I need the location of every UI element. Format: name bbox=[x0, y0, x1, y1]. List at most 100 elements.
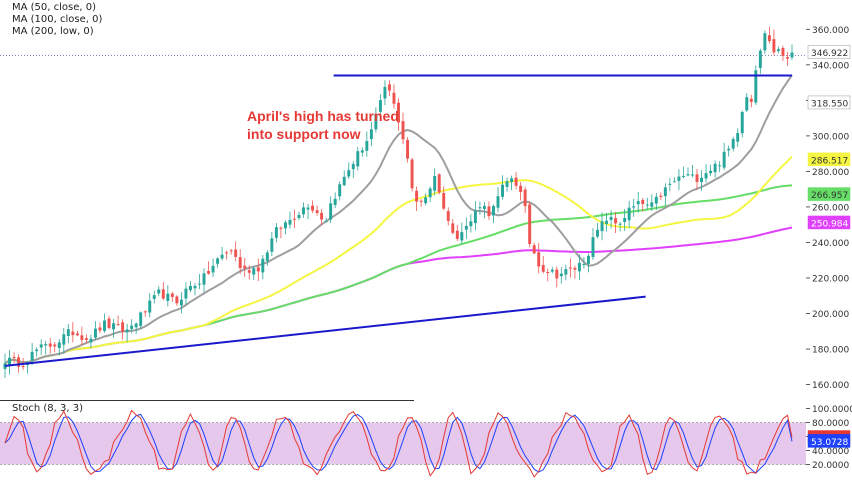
candle-body bbox=[229, 250, 233, 252]
candle-body bbox=[338, 184, 342, 197]
candle-body bbox=[700, 177, 704, 183]
candle-body bbox=[668, 183, 672, 185]
candle-body bbox=[247, 270, 251, 273]
y-tick-label: 220.000 bbox=[812, 274, 849, 284]
price-labels: 346.922318.550286.517266.957250.98458.63… bbox=[807, 45, 851, 448]
stoch-label: Stoch (8, 3, 3) bbox=[12, 403, 84, 414]
candle-body bbox=[3, 363, 7, 369]
candle-body bbox=[279, 227, 283, 229]
candle-body bbox=[406, 140, 410, 159]
candle-body bbox=[333, 198, 337, 205]
candle-body bbox=[116, 324, 120, 326]
candle-body bbox=[234, 249, 238, 257]
candle-body bbox=[722, 151, 726, 168]
y-tick-label: 300.000 bbox=[812, 132, 849, 142]
candle-body bbox=[347, 170, 351, 177]
candle-body bbox=[451, 223, 455, 233]
candle-body bbox=[546, 272, 550, 274]
candle-body bbox=[387, 84, 391, 91]
candle-body bbox=[80, 335, 84, 340]
candle-body bbox=[501, 184, 504, 197]
stoch-tick-label: 40.0000 bbox=[812, 447, 849, 457]
candle-body bbox=[482, 205, 486, 210]
candle-body bbox=[736, 133, 740, 142]
candle-body bbox=[763, 33, 767, 51]
candle-body bbox=[170, 293, 174, 297]
candle-body bbox=[320, 212, 324, 220]
candle-body bbox=[211, 265, 215, 273]
candle-body bbox=[261, 258, 265, 273]
stoch-value-label: 53.0728 bbox=[811, 438, 848, 448]
price-label-bg bbox=[807, 45, 851, 59]
ma100-label: MA (100, close, 0) bbox=[12, 14, 103, 25]
candle-body bbox=[143, 311, 147, 313]
candle-body bbox=[632, 206, 636, 208]
candle-body bbox=[8, 357, 11, 366]
candle-body bbox=[550, 269, 554, 272]
candle-body bbox=[618, 223, 622, 225]
candle-body bbox=[392, 92, 396, 104]
candle-body bbox=[288, 219, 292, 225]
candle-body bbox=[297, 214, 301, 219]
price-label-bg bbox=[807, 187, 851, 201]
candle-body bbox=[256, 267, 260, 272]
candle-body bbox=[198, 283, 201, 285]
candle-body bbox=[745, 97, 749, 111]
candle-body bbox=[365, 141, 369, 151]
candle-body bbox=[433, 175, 437, 191]
candle-body bbox=[184, 288, 188, 299]
candle-body bbox=[555, 269, 559, 279]
candle-body bbox=[293, 218, 296, 220]
candle-body bbox=[663, 187, 667, 197]
candle-body bbox=[315, 210, 319, 213]
stoch-k-line bbox=[4, 409, 793, 478]
y-tick-label: 260.000 bbox=[812, 203, 849, 213]
candle-body bbox=[559, 273, 563, 277]
candle-body bbox=[754, 70, 758, 103]
stoch-band bbox=[0, 422, 806, 465]
price-label: 266.957 bbox=[811, 191, 848, 201]
candle-body bbox=[360, 150, 364, 153]
candle-body bbox=[727, 148, 731, 151]
candle-body bbox=[659, 195, 663, 197]
candle-body bbox=[772, 39, 776, 53]
candle-body bbox=[378, 100, 382, 112]
candle-body bbox=[641, 199, 645, 205]
candle-body bbox=[374, 113, 378, 130]
candle-body bbox=[473, 210, 477, 224]
candle-body bbox=[84, 338, 88, 340]
candle-body bbox=[342, 176, 346, 186]
candle-body bbox=[193, 285, 197, 289]
candle-body bbox=[573, 267, 577, 270]
y-tick-label: 200.000 bbox=[812, 310, 849, 320]
y-tick-label: 180.000 bbox=[812, 346, 849, 356]
candle-body bbox=[691, 174, 694, 176]
candle-body bbox=[709, 170, 713, 174]
candle-body bbox=[75, 333, 79, 336]
candle-body bbox=[636, 201, 640, 205]
candle-body bbox=[166, 293, 170, 301]
y-tick-label: 240.000 bbox=[812, 239, 849, 249]
candle-body bbox=[161, 289, 165, 299]
candle-body bbox=[528, 204, 532, 244]
candle-body bbox=[216, 258, 220, 264]
candle-body bbox=[62, 334, 66, 345]
candle-body bbox=[781, 48, 785, 56]
candle-body bbox=[455, 230, 459, 239]
candle-body bbox=[419, 200, 423, 202]
candle-body bbox=[152, 295, 156, 299]
candle-body bbox=[202, 273, 206, 285]
candle-body bbox=[369, 129, 373, 140]
candle-body bbox=[89, 338, 93, 343]
price-label-bg bbox=[807, 152, 851, 167]
candle-body bbox=[786, 57, 789, 59]
candle-body bbox=[17, 357, 21, 367]
candle-body bbox=[66, 329, 70, 336]
candle-body bbox=[225, 252, 229, 254]
rising-trendline bbox=[4, 295, 646, 367]
candle-body bbox=[718, 165, 722, 167]
candle-body bbox=[351, 163, 355, 170]
candle-body bbox=[265, 252, 269, 262]
chart-annotation: April's high has turned into support now bbox=[247, 107, 417, 143]
